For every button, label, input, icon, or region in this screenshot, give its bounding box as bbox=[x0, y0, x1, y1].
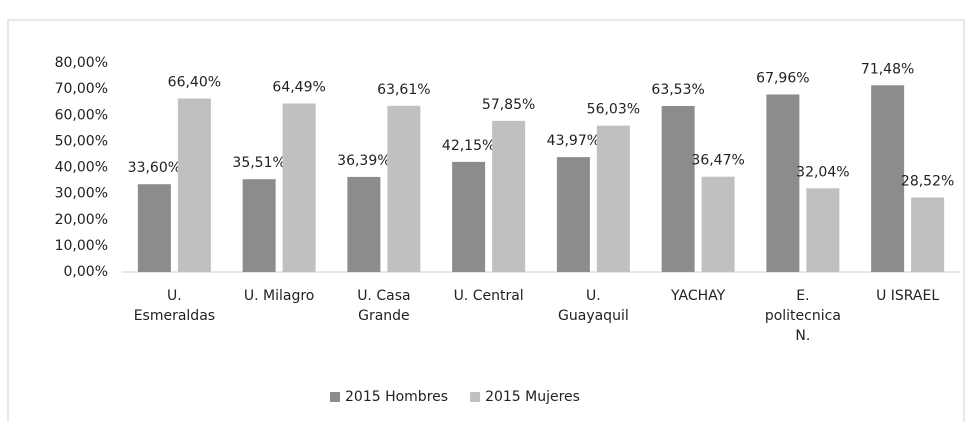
y-tick-label: 20,00% bbox=[55, 212, 108, 228]
y-tick-label: 10,00% bbox=[55, 238, 108, 254]
y-tick-label: 30,00% bbox=[55, 186, 108, 202]
bar bbox=[596, 125, 630, 272]
x-tick-label: U. Central bbox=[453, 288, 524, 304]
y-tick-label: 40,00% bbox=[55, 160, 108, 176]
bar bbox=[556, 157, 590, 272]
x-tick-label: E. politecnica N. bbox=[764, 288, 841, 344]
x-tick-label: U. Milagro bbox=[243, 288, 315, 304]
data-label: 64,49% bbox=[272, 80, 325, 96]
x-tick-label: U. Guayaquil bbox=[558, 288, 629, 324]
legend-label: 2015 Hombres bbox=[345, 389, 448, 405]
bar bbox=[806, 188, 840, 272]
data-label: 67,96% bbox=[756, 70, 809, 86]
bar bbox=[137, 184, 171, 272]
bar bbox=[177, 98, 211, 272]
bar bbox=[492, 120, 526, 272]
data-label: 28,52% bbox=[901, 173, 954, 189]
data-label: 63,53% bbox=[651, 82, 704, 98]
bar bbox=[661, 106, 695, 272]
y-tick-label: 0,00% bbox=[64, 264, 108, 280]
x-tick-label: U ISRAEL bbox=[876, 288, 940, 304]
data-label: 66,40% bbox=[168, 75, 221, 91]
data-label: 36,47% bbox=[691, 153, 744, 169]
legend-swatch bbox=[330, 392, 340, 402]
data-label: 56,03% bbox=[587, 102, 640, 118]
y-tick-label: 50,00% bbox=[55, 133, 108, 149]
bar bbox=[871, 85, 905, 272]
x-tick-label: U. Casa Grande bbox=[357, 288, 411, 324]
data-label: 71,48% bbox=[861, 61, 914, 77]
legend-label: 2015 Mujeres bbox=[485, 389, 580, 405]
y-tick-label: 70,00% bbox=[55, 81, 108, 97]
x-tick-label: YACHAY bbox=[671, 288, 726, 304]
bar bbox=[452, 161, 486, 272]
bar bbox=[387, 105, 421, 272]
y-tick-label: 80,00% bbox=[55, 55, 108, 71]
data-label: 33,60% bbox=[128, 160, 181, 176]
data-label: 32,04% bbox=[796, 164, 849, 180]
data-label: 42,15% bbox=[442, 138, 495, 154]
legend-swatch bbox=[470, 392, 481, 402]
bar bbox=[911, 197, 945, 272]
bar bbox=[766, 94, 800, 272]
x-tick-label: U. Esmeraldas bbox=[133, 288, 216, 324]
data-label: 63,61% bbox=[377, 82, 430, 98]
data-label: 35,51% bbox=[232, 155, 285, 171]
data-label: 57,85% bbox=[482, 97, 535, 113]
bar bbox=[242, 179, 276, 272]
bar bbox=[701, 176, 735, 272]
bar bbox=[347, 176, 381, 272]
bar bbox=[282, 103, 316, 273]
y-tick-label: 60,00% bbox=[55, 107, 108, 123]
data-label: 43,97% bbox=[547, 133, 600, 149]
data-label: 36,39% bbox=[337, 153, 390, 169]
